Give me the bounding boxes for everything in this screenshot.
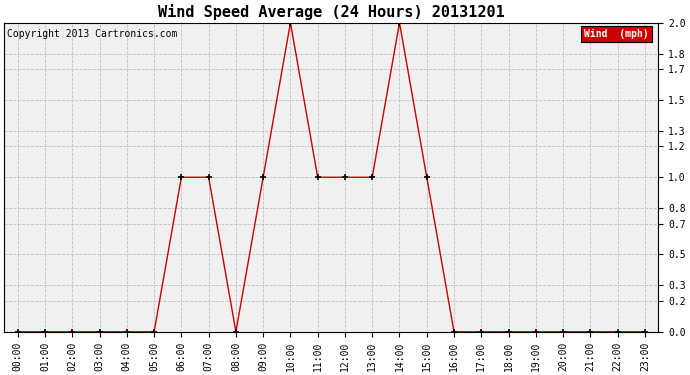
Title: Wind Speed Average (24 Hours) 20131201: Wind Speed Average (24 Hours) 20131201 [158,4,504,20]
Text: Copyright 2013 Cartronics.com: Copyright 2013 Cartronics.com [8,29,178,39]
Text: Wind  (mph): Wind (mph) [584,29,649,39]
